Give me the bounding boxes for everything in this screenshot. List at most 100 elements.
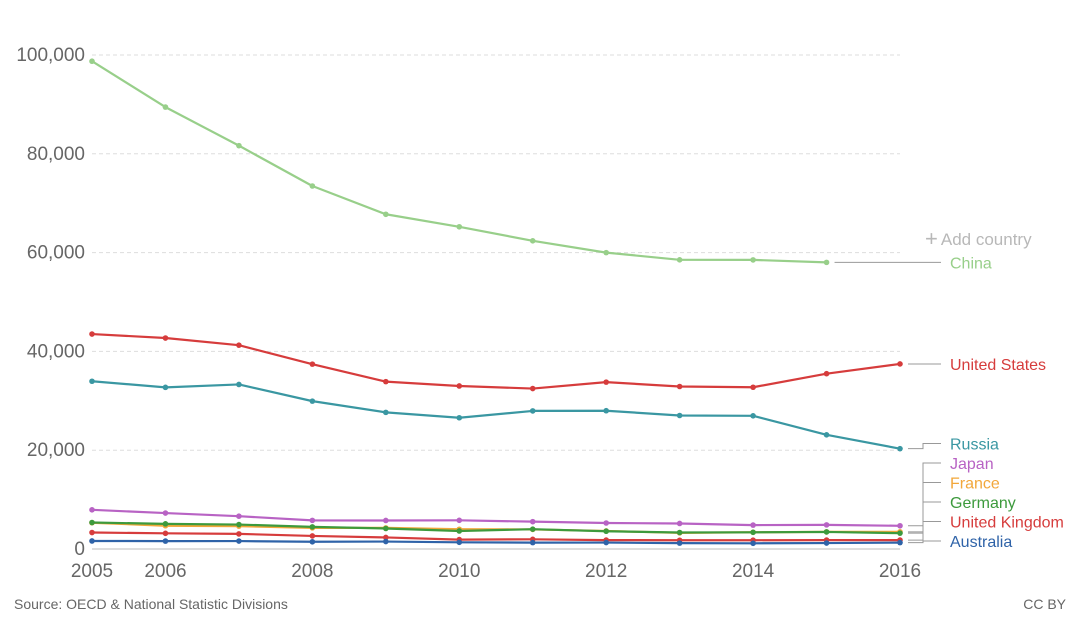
data-point — [309, 398, 316, 404]
data-point — [676, 383, 683, 390]
series-label-united-states: United States — [908, 357, 1046, 374]
data-point — [750, 540, 756, 547]
series-line — [91, 60, 827, 264]
data-point — [603, 249, 609, 256]
data-point — [162, 335, 169, 341]
data-point — [750, 384, 756, 391]
label-connector — [908, 540, 941, 544]
series-label-russia: Russia — [908, 437, 999, 454]
data-point — [162, 521, 169, 527]
series-label: Japan — [950, 456, 994, 473]
data-point — [236, 381, 242, 388]
data-point — [676, 257, 683, 263]
data-point — [750, 522, 756, 528]
data-point — [89, 538, 95, 544]
x-tick-label: 2010 — [438, 561, 480, 582]
data-point — [529, 518, 536, 525]
data-point — [603, 407, 609, 414]
label-connector — [908, 482, 941, 533]
license-label: CC BY — [1023, 596, 1066, 612]
data-point — [823, 259, 830, 266]
series-line — [91, 508, 901, 527]
series-lines — [89, 58, 903, 547]
y-tick-label: 40,000 — [27, 341, 85, 362]
data-point — [529, 526, 536, 532]
data-point — [89, 58, 95, 65]
label-connector — [908, 443, 941, 450]
data-point — [162, 538, 169, 544]
y-axis-ticks: 0 20,000 40,000 60,000 80,000 100,000 — [16, 45, 85, 560]
data-point — [823, 540, 830, 546]
data-point — [897, 539, 903, 546]
add-country-button[interactable]: + Add country — [925, 225, 1032, 251]
data-point — [823, 432, 830, 438]
data-point — [529, 539, 536, 546]
data-point — [236, 531, 242, 537]
series-united-states — [89, 331, 903, 392]
data-point — [456, 528, 463, 534]
series-label-germany: Germany — [908, 495, 1016, 534]
data-point — [89, 507, 95, 513]
data-point — [823, 529, 830, 535]
data-point — [309, 361, 316, 367]
series-germany — [89, 519, 903, 536]
x-axis-ticks: 2005 2006 2008 2010 2012 2014 2016 — [71, 561, 921, 582]
data-point — [529, 385, 536, 392]
data-point — [89, 529, 95, 536]
series-label: United States — [950, 357, 1046, 374]
data-point — [383, 409, 389, 416]
data-point — [603, 379, 609, 385]
series-label: France — [950, 476, 1000, 493]
data-point — [529, 238, 536, 244]
series-label: Russia — [950, 437, 999, 454]
series-line — [91, 332, 901, 390]
data-point — [383, 534, 389, 541]
series-russia — [89, 378, 903, 452]
data-point — [456, 414, 463, 421]
data-point — [676, 529, 683, 536]
data-point — [456, 539, 463, 546]
data-point — [603, 520, 609, 526]
series-label: China — [950, 255, 992, 272]
data-point — [309, 183, 316, 189]
data-point — [89, 378, 95, 385]
x-tick-label: 2005 — [71, 561, 113, 582]
data-point — [162, 530, 169, 537]
series-label-china: China — [834, 255, 992, 272]
data-point — [309, 517, 316, 524]
data-point — [676, 520, 683, 527]
plus-icon: + — [925, 226, 938, 251]
y-tick-label: 0 — [74, 539, 85, 560]
data-point — [897, 445, 903, 452]
data-point — [236, 538, 242, 544]
data-point — [383, 525, 389, 532]
data-point — [309, 538, 316, 545]
series-japan — [89, 507, 903, 529]
data-point — [456, 517, 463, 524]
y-tick-label: 80,000 — [27, 144, 85, 165]
data-point — [162, 510, 169, 516]
data-point — [236, 521, 242, 528]
series-label: United Kingdom — [950, 515, 1064, 532]
data-point — [823, 522, 830, 528]
data-point — [823, 370, 830, 377]
label-connector — [908, 462, 941, 527]
series-line — [91, 531, 900, 542]
series-label: Germany — [950, 495, 1016, 512]
series-line — [91, 380, 901, 450]
data-point — [89, 331, 95, 337]
x-tick-label: 2012 — [585, 561, 627, 582]
series-label-united-kingdom: United Kingdom — [908, 515, 1064, 541]
y-tick-label: 60,000 — [27, 243, 85, 264]
series-line — [91, 521, 901, 535]
data-point — [89, 519, 95, 526]
data-point — [309, 533, 316, 539]
data-point — [603, 528, 609, 535]
series-label-australia: Australia — [908, 534, 1012, 551]
series-china — [89, 58, 830, 266]
data-point — [383, 211, 389, 218]
label-connector — [908, 501, 941, 534]
data-point — [897, 522, 903, 529]
data-point — [383, 517, 389, 524]
data-point — [162, 104, 169, 110]
